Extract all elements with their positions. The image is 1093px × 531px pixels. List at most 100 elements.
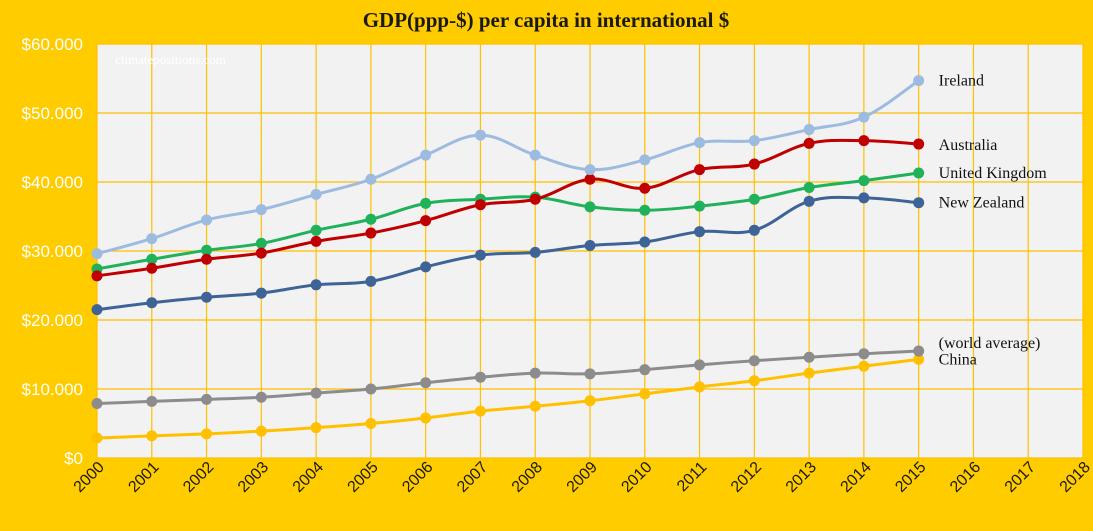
data-point [529,400,541,412]
series-line-ireland [95,79,921,256]
data-point [91,248,103,260]
data-point [201,393,213,405]
data-point [420,149,432,161]
data-point [310,279,322,291]
data-point [858,175,870,187]
data-point [201,253,213,265]
data-point [913,353,925,365]
data-point [146,262,158,274]
data-point [420,261,432,273]
data-point [255,204,267,216]
data-point [474,371,486,383]
data-point [255,237,267,249]
data-point [420,377,432,389]
data-point [201,428,213,440]
series-label: China [939,351,977,368]
y-tick-label: $20.000 [22,311,83,330]
data-point [803,195,815,207]
data-point [420,197,432,209]
series-label: New Zealand [939,195,1025,212]
series-world-average [91,345,925,409]
watermark: climatepositions.com [115,52,226,67]
y-tick-label: $10.000 [22,380,83,399]
data-point [694,359,706,371]
data-point [201,214,213,226]
data-point [584,164,596,176]
data-point [748,355,760,367]
data-point [146,233,158,245]
data-point [529,367,541,379]
data-point [858,111,870,123]
series-line-world-average [95,349,921,405]
data-point [803,351,815,363]
data-point [146,395,158,407]
series-china [91,353,925,444]
series-australia [91,135,925,282]
data-point [310,224,322,236]
series-line-australia [95,138,921,278]
data-point [420,215,432,227]
data-point [365,418,377,429]
data-point [858,348,870,360]
series-line-new-zealand [95,195,921,312]
data-point [803,137,815,149]
data-point [748,224,760,236]
data-point [584,201,596,213]
data-point [913,138,925,150]
series-label: Australia [939,137,998,154]
data-point [474,249,486,261]
data-point [748,135,760,147]
data-point [146,297,158,309]
data-point [255,425,267,437]
y-tick-label: $60.000 [22,35,83,54]
data-point [694,200,706,212]
y-axis-ticks: $0 $10.000 $20.000 $30.000 $40.000 $50.000 $60… [22,35,83,468]
data-point [474,199,486,211]
data-point [858,192,870,204]
data-point [365,173,377,185]
y-tick-label: $40.000 [22,173,83,192]
y-tick-label: $30.000 [22,242,83,261]
data-point [639,154,651,166]
series-label: (world average) [939,335,1041,352]
series-layer [91,75,925,444]
data-point [91,270,103,282]
data-point [146,253,158,265]
data-point [91,432,103,444]
data-point [201,244,213,256]
data-point [365,213,377,225]
y-tick-label: $50.000 [22,104,83,123]
data-point [474,129,486,141]
data-point [913,167,925,179]
data-point [694,226,706,238]
data-point [529,246,541,258]
series-label: United Kingdom [939,165,1048,182]
data-point [310,387,322,399]
data-point [584,395,596,407]
data-point [146,430,158,442]
data-point [694,137,706,149]
data-point [639,364,651,376]
data-point [201,291,213,303]
data-point [639,204,651,216]
data-point [858,360,870,372]
series-ireland [91,75,925,260]
data-point [91,397,103,409]
chart-title: GDP(ppp-$) per capita in international $ [363,8,730,32]
data-point [748,375,760,387]
data-point [748,158,760,170]
series-line-united-kingdom [95,171,921,271]
data-point [474,405,486,417]
data-point [420,412,432,424]
data-point [584,173,596,185]
data-point [255,391,267,403]
data-point [803,182,815,194]
data-point [913,75,925,87]
data-point [748,193,760,205]
data-point [529,149,541,161]
data-point [913,197,925,209]
data-point [858,135,870,147]
data-point [310,235,322,247]
